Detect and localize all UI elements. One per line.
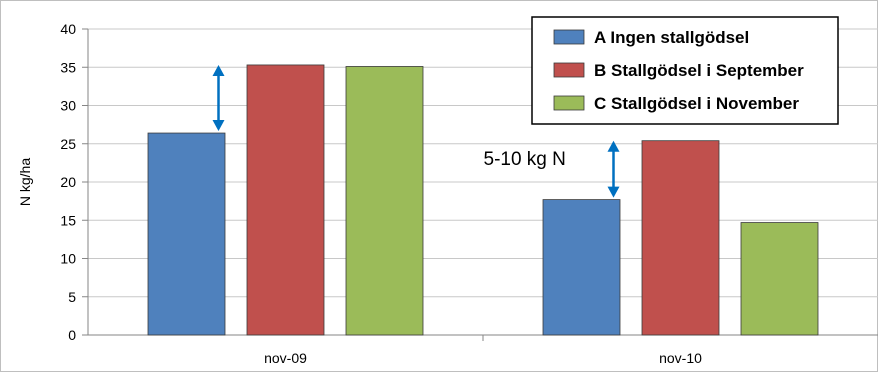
legend-entry: C Stallgödsel i November <box>594 94 799 113</box>
y-tick-label: 35 <box>60 59 76 75</box>
bar <box>641 140 720 336</box>
y-tick-label: 0 <box>68 327 76 343</box>
bar <box>345 66 424 336</box>
y-tick-label: 20 <box>60 174 76 190</box>
arrow-head-down <box>212 120 225 132</box>
legend-entry: A Ingen stallgödsel <box>594 28 749 47</box>
difference-arrows <box>212 64 620 198</box>
legend-swatch <box>553 29 585 45</box>
arrow-head-up <box>212 64 225 76</box>
legend-swatch <box>553 62 585 78</box>
y-tick-label: 30 <box>60 98 76 114</box>
bar <box>147 132 226 336</box>
annotation-5-10-kg-n: 5-10 kg N <box>484 149 566 170</box>
y-tick-label: 5 <box>68 289 76 305</box>
x-category-label: nov-09 <box>264 350 307 366</box>
legend: A Ingen stallgödsel B Stallgödsel i Septe… <box>531 16 839 125</box>
y-tick-label: 15 <box>60 212 76 228</box>
legend-swatch <box>553 95 585 111</box>
bar <box>542 199 621 336</box>
tick-labels: 0 5 10 15 20 25 30 35 40 nov-09 nov-10 <box>60 21 702 366</box>
y-tick-label: 10 <box>60 251 76 267</box>
arrow-head-up <box>607 140 620 152</box>
y-tick-label: 25 <box>60 136 76 152</box>
bars <box>147 64 819 336</box>
bar <box>246 64 325 336</box>
legend-entry: B Stallgödsel i September <box>594 61 804 80</box>
arrow-head-down <box>607 186 620 198</box>
y-tick-label: 40 <box>60 21 76 37</box>
y-axis-label: N kg/ha <box>17 158 33 206</box>
bar <box>740 222 819 336</box>
x-category-label: nov-10 <box>659 350 702 366</box>
